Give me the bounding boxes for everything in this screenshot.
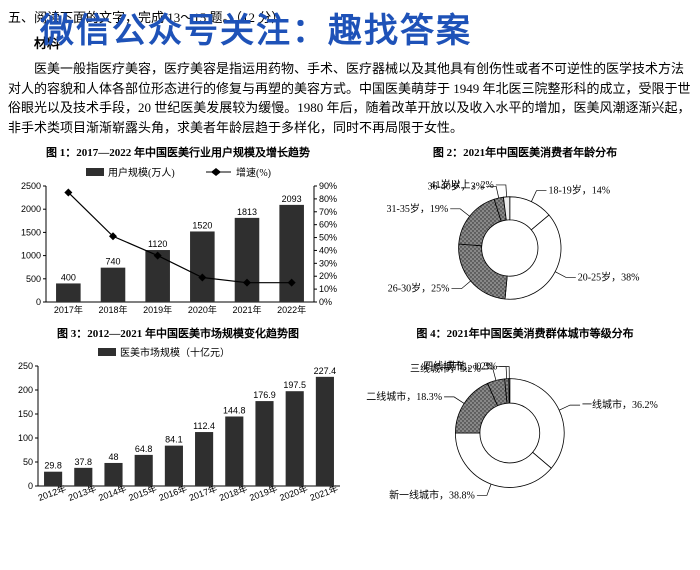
- svg-text:400: 400: [61, 272, 76, 282]
- svg-text:新一线城市，38.8%: 新一线城市，38.8%: [389, 488, 475, 501]
- fig2-chart: 18-19岁，14% 20-25岁，38% 26-30岁，25% 31-35岁，19%…: [358, 164, 688, 324]
- svg-text:250: 250: [18, 361, 33, 371]
- svg-text:2000: 2000: [21, 204, 41, 214]
- fig4-title: 图 4：2021年中国医美消费群体城市等级分布: [358, 326, 692, 343]
- svg-text:2021年: 2021年: [232, 304, 261, 315]
- charts-row-1: 图 1：2017—2022 年中国医美行业用户规模及增长趋势 用户规模(万人) 增…: [8, 143, 692, 324]
- svg-text:60%: 60%: [319, 219, 337, 229]
- svg-text:20%: 20%: [319, 271, 337, 281]
- fig4-chart: 一线城市，36.2%新一线城市，38.8%二线城市，18.3%三线城市，5.2%…: [358, 344, 688, 514]
- fig1-title: 图 1：2017—2022 年中国医美行业用户规模及增长趋势: [8, 145, 348, 162]
- svg-text:2017年: 2017年: [54, 304, 83, 315]
- fig1-container: 图 1：2017—2022 年中国医美行业用户规模及增长趋势 用户规模(万人) 增…: [8, 143, 348, 324]
- fig3-chart: 医美市场规模（十亿元）05010015020025029.82012年37.82…: [8, 344, 348, 514]
- svg-text:10%: 10%: [319, 284, 337, 294]
- svg-text:2022年: 2022年: [277, 304, 306, 315]
- svg-text:1520: 1520: [192, 220, 212, 230]
- svg-text:70%: 70%: [319, 206, 337, 216]
- material-label-text: 材料: [34, 36, 60, 51]
- fig2-container: 图 2：2021年中国医美消费者年龄分布 18-19岁，14% 20-25岁，38…: [358, 143, 692, 324]
- svg-text:80%: 80%: [319, 193, 337, 203]
- svg-text:0: 0: [36, 297, 41, 307]
- body-paragraph: 医美一般指医疗美容，医疗美容是指运用药物、手术、医疗器械以及其他具有创伤性或者不…: [8, 59, 692, 137]
- svg-text:2500: 2500: [21, 181, 41, 191]
- fig2-title: 图 2：2021年中国医美消费者年龄分布: [358, 145, 692, 162]
- svg-text:29.8: 29.8: [44, 461, 62, 471]
- svg-text:144.8: 144.8: [223, 405, 246, 415]
- svg-text:31-35岁，19%: 31-35岁，19%: [387, 201, 449, 214]
- svg-text:0: 0: [28, 481, 33, 491]
- svg-text:2020年: 2020年: [188, 304, 217, 315]
- fig1-chart: 用户规模(万人) 增速(%) 0 500 1000 1500 2000 2500 0% 10% 20…: [8, 164, 348, 324]
- question-header: 五、阅读下面的文字，完成 13～15 题。（12 分）: [8, 8, 692, 28]
- charts-row-2: 图 3：2012—2021 年中国医美市场规模变化趋势图 医美市场规模（十亿元）…: [8, 324, 692, 515]
- svg-text:50%: 50%: [319, 232, 337, 242]
- svg-text:2093: 2093: [282, 193, 302, 203]
- svg-text:1120: 1120: [148, 239, 167, 249]
- svg-text:37.8: 37.8: [75, 457, 93, 467]
- fig3-container: 图 3：2012—2021 年中国医美市场规模变化趋势图 医美市场规模（十亿元）…: [8, 324, 348, 515]
- svg-text:50: 50: [23, 457, 33, 467]
- svg-text:30%: 30%: [319, 258, 337, 268]
- svg-text:41岁以上，2%: 41岁以上，2%: [431, 177, 494, 190]
- fig4-container: 图 4：2021年中国医美消费群体城市等级分布 一线城市，36.2% 新一线城市，…: [358, 324, 692, 515]
- svg-text:84.1: 84.1: [165, 435, 183, 445]
- svg-text:1500: 1500: [21, 227, 41, 237]
- svg-text:227.4: 227.4: [314, 366, 337, 376]
- svg-text:48: 48: [108, 452, 118, 462]
- svg-text:0%: 0%: [319, 297, 332, 307]
- svg-text:176.9: 176.9: [253, 390, 276, 400]
- svg-text:增速(%): 增速(%): [236, 166, 271, 179]
- svg-text:医美市场规模（十亿元）: 医美市场规模（十亿元）: [120, 346, 230, 359]
- svg-text:1813: 1813: [237, 206, 257, 216]
- svg-text:用户规模(万人): 用户规模(万人): [108, 166, 175, 179]
- svg-text:1000: 1000: [21, 250, 41, 260]
- svg-text:740: 740: [105, 256, 120, 266]
- svg-text:112.4: 112.4: [193, 421, 215, 431]
- svg-text:二线城市，18.3%: 二线城市，18.3%: [366, 390, 442, 403]
- fig3-title: 图 3：2012—2021 年中国医美市场规模变化趋势图: [8, 326, 348, 343]
- svg-text:20-25岁，38%: 20-25岁，38%: [578, 270, 640, 283]
- material-label: 材料: [8, 34, 692, 54]
- svg-text:150: 150: [18, 409, 33, 419]
- svg-text:40%: 40%: [319, 245, 337, 255]
- svg-text:2019年: 2019年: [143, 304, 172, 315]
- svg-text:500: 500: [26, 273, 41, 283]
- svg-text:18-19岁，14%: 18-19岁，14%: [548, 183, 610, 196]
- svg-text:64.8: 64.8: [135, 444, 153, 454]
- svg-text:一线城市，36.2%: 一线城市，36.2%: [582, 398, 658, 411]
- svg-text:26-30岁，25%: 26-30岁，25%: [388, 281, 450, 294]
- svg-text:其他，0.3%: 其他，0.3%: [446, 360, 497, 373]
- svg-text:90%: 90%: [319, 181, 337, 191]
- svg-text:100: 100: [18, 433, 33, 443]
- svg-text:197.5: 197.5: [283, 380, 306, 390]
- svg-text:2018年: 2018年: [98, 304, 127, 315]
- svg-text:200: 200: [18, 385, 33, 395]
